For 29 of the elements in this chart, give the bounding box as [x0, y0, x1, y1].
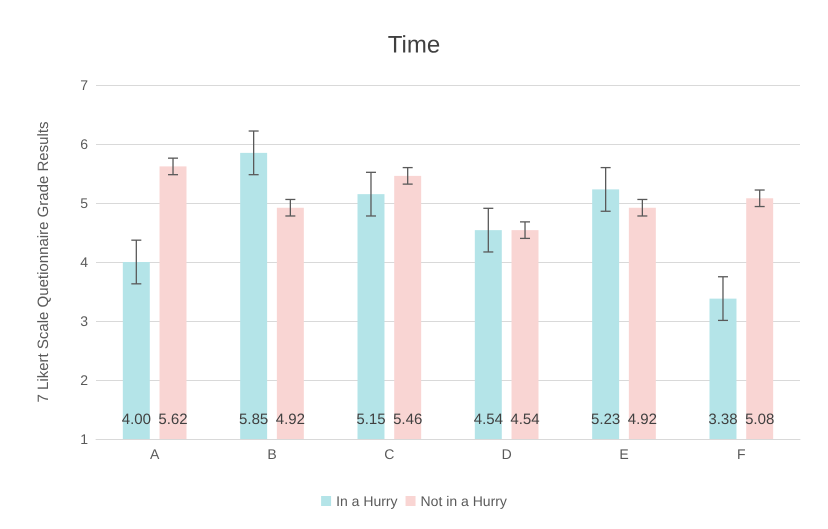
y-tick-label: 3 [80, 313, 88, 329]
data-label: 3.38 [708, 411, 738, 428]
data-label: 4.54 [510, 411, 540, 428]
y-axis-title: 7 Likert Scale Quetionnaire Grade Results [35, 122, 52, 402]
chart-title: Time [388, 32, 440, 58]
y-tick-label: 4 [80, 254, 88, 270]
data-label: 5.85 [239, 411, 268, 428]
y-tick-label: 6 [80, 136, 88, 152]
y-tick-label: 5 [80, 195, 88, 211]
data-label: 5.08 [745, 411, 774, 428]
x-tick-label: F [737, 446, 746, 462]
y-tick-label: 2 [80, 372, 88, 388]
y-tick-label: 7 [80, 77, 88, 93]
x-tick-label: E [619, 446, 629, 462]
legend-label: Not in a Hurry [420, 493, 507, 509]
x-tick-label: A [150, 446, 160, 462]
data-label: 5.15 [356, 411, 386, 428]
data-label: 4.92 [628, 411, 657, 428]
legend-label: In a Hurry [336, 493, 398, 509]
x-tick-label: B [267, 446, 277, 462]
data-label: 4.54 [474, 411, 503, 428]
y-tick-label: 1 [80, 431, 88, 447]
data-label: 4.92 [276, 411, 305, 428]
x-tick-label: D [502, 446, 512, 462]
data-label: 5.62 [158, 411, 188, 428]
data-label: 5.46 [393, 411, 422, 428]
data-label: 5.23 [591, 411, 620, 428]
x-tick-label: C [384, 446, 394, 462]
data-label: 4.00 [122, 411, 151, 428]
